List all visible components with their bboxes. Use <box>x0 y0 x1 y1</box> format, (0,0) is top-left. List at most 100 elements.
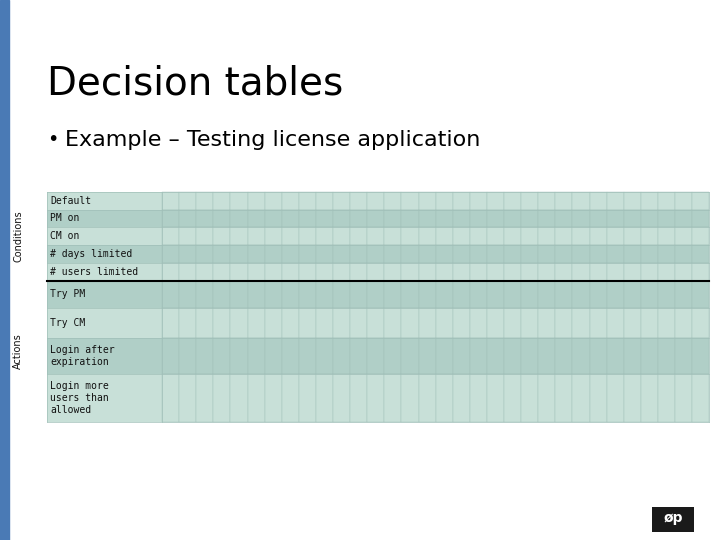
Bar <box>555 245 572 263</box>
Bar <box>402 210 418 227</box>
Bar <box>572 227 590 245</box>
Bar <box>469 281 487 308</box>
Bar <box>692 374 709 422</box>
Bar <box>555 374 572 422</box>
Bar <box>47 263 162 281</box>
Text: PM on: PM on <box>50 213 80 224</box>
Bar <box>469 263 487 281</box>
Bar <box>282 192 299 210</box>
Bar <box>606 308 624 338</box>
Bar <box>248 210 265 227</box>
Bar <box>692 245 709 263</box>
Bar <box>179 308 196 338</box>
Bar <box>230 227 248 245</box>
Bar <box>521 281 539 308</box>
Bar <box>196 210 213 227</box>
Bar <box>367 245 384 263</box>
Bar <box>213 281 230 308</box>
Bar <box>384 374 402 422</box>
Bar <box>179 281 196 308</box>
Bar <box>624 245 641 263</box>
Bar <box>572 210 590 227</box>
Bar <box>606 281 624 308</box>
Bar <box>230 308 248 338</box>
Bar <box>367 281 384 308</box>
Bar <box>469 210 487 227</box>
Bar <box>453 308 470 338</box>
Bar <box>521 374 539 422</box>
Bar <box>333 308 350 338</box>
Bar <box>641 245 658 263</box>
Bar <box>230 374 248 422</box>
Bar <box>436 374 453 422</box>
Bar <box>487 210 504 227</box>
Bar <box>282 210 299 227</box>
Bar <box>213 245 230 263</box>
Bar <box>299 227 316 245</box>
Bar <box>658 245 675 263</box>
Bar <box>333 281 350 308</box>
Bar <box>402 374 418 422</box>
Bar <box>248 374 265 422</box>
Bar <box>453 263 470 281</box>
Bar <box>282 227 299 245</box>
Bar <box>299 210 316 227</box>
Bar <box>436 227 453 245</box>
Bar <box>179 374 196 422</box>
Bar <box>624 210 641 227</box>
Bar <box>590 263 606 281</box>
Bar <box>418 281 436 308</box>
Bar <box>248 281 265 308</box>
Bar <box>590 281 606 308</box>
Bar <box>521 263 539 281</box>
Bar <box>469 192 487 210</box>
Bar <box>230 263 248 281</box>
Bar <box>333 245 350 263</box>
Bar <box>658 210 675 227</box>
Bar <box>418 308 436 338</box>
Bar <box>162 374 179 422</box>
Bar <box>316 227 333 245</box>
Bar <box>692 210 709 227</box>
Bar <box>350 192 367 210</box>
Bar <box>487 374 504 422</box>
Bar <box>402 192 418 210</box>
Bar <box>402 281 418 308</box>
Bar <box>590 308 606 338</box>
Bar <box>316 338 333 374</box>
Bar <box>572 338 590 374</box>
Bar <box>487 281 504 308</box>
Bar <box>367 263 384 281</box>
Bar <box>436 338 453 374</box>
Bar <box>555 263 572 281</box>
Bar <box>521 338 539 374</box>
Bar <box>162 210 179 227</box>
Bar <box>418 227 436 245</box>
Bar <box>47 227 162 245</box>
Bar <box>47 192 162 210</box>
Bar <box>504 227 521 245</box>
Bar <box>641 227 658 245</box>
Bar <box>469 227 487 245</box>
Bar <box>675 263 692 281</box>
Bar <box>521 308 539 338</box>
Bar <box>196 227 213 245</box>
Bar <box>196 338 213 374</box>
Bar <box>350 210 367 227</box>
Bar <box>487 245 504 263</box>
Bar <box>418 210 436 227</box>
Bar <box>333 374 350 422</box>
Bar <box>162 308 179 338</box>
Bar <box>162 281 179 308</box>
Bar <box>47 374 162 422</box>
Bar <box>692 227 709 245</box>
Bar <box>624 338 641 374</box>
Bar <box>521 227 539 245</box>
Bar <box>555 210 572 227</box>
Bar <box>469 245 487 263</box>
Bar <box>521 210 539 227</box>
Bar <box>675 281 692 308</box>
Bar <box>265 210 282 227</box>
Bar <box>538 281 555 308</box>
Text: Actions: Actions <box>13 333 23 369</box>
